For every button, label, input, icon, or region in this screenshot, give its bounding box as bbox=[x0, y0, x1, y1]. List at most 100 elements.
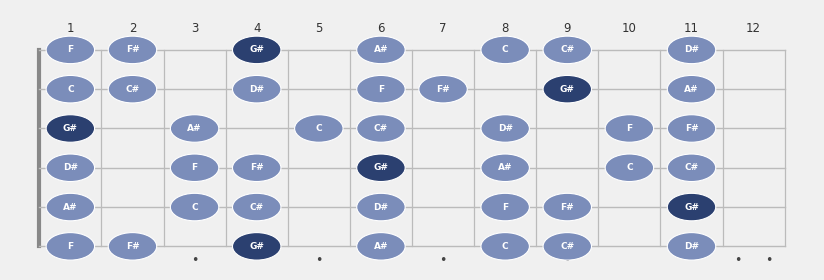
Ellipse shape bbox=[108, 36, 157, 64]
Text: D#: D# bbox=[684, 45, 699, 54]
Text: 7: 7 bbox=[439, 22, 447, 35]
Ellipse shape bbox=[46, 75, 95, 103]
Text: G#: G# bbox=[63, 124, 77, 133]
Ellipse shape bbox=[108, 75, 157, 103]
Ellipse shape bbox=[357, 115, 405, 142]
Text: D#: D# bbox=[684, 242, 699, 251]
Text: A#: A# bbox=[374, 45, 388, 54]
Text: 10: 10 bbox=[622, 22, 637, 35]
Ellipse shape bbox=[46, 154, 95, 181]
Ellipse shape bbox=[46, 193, 95, 221]
Text: C#: C# bbox=[560, 242, 574, 251]
Ellipse shape bbox=[419, 75, 467, 103]
Text: C#: C# bbox=[685, 163, 699, 172]
Ellipse shape bbox=[357, 75, 405, 103]
Ellipse shape bbox=[667, 115, 716, 142]
Text: C: C bbox=[502, 242, 508, 251]
Text: D#: D# bbox=[63, 163, 77, 172]
Ellipse shape bbox=[481, 233, 529, 260]
Ellipse shape bbox=[605, 154, 653, 181]
Text: F: F bbox=[502, 202, 508, 212]
Ellipse shape bbox=[481, 193, 529, 221]
Text: A#: A# bbox=[187, 124, 202, 133]
Text: C#: C# bbox=[125, 85, 139, 94]
Ellipse shape bbox=[667, 75, 716, 103]
Ellipse shape bbox=[46, 36, 95, 64]
Text: G#: G# bbox=[250, 242, 265, 251]
Text: 9: 9 bbox=[564, 22, 571, 35]
Text: C#: C# bbox=[250, 202, 264, 212]
Ellipse shape bbox=[543, 233, 592, 260]
Text: D#: D# bbox=[498, 124, 513, 133]
Ellipse shape bbox=[232, 75, 281, 103]
Text: F: F bbox=[626, 124, 633, 133]
Text: 3: 3 bbox=[191, 22, 199, 35]
Text: F: F bbox=[68, 242, 73, 251]
Text: A#: A# bbox=[63, 202, 77, 212]
Text: •: • bbox=[564, 254, 571, 267]
Text: C: C bbox=[316, 124, 322, 133]
Ellipse shape bbox=[171, 154, 219, 181]
Text: F#: F# bbox=[560, 202, 574, 212]
Ellipse shape bbox=[232, 193, 281, 221]
Text: •: • bbox=[191, 254, 199, 267]
Text: C: C bbox=[67, 85, 73, 94]
Text: 1: 1 bbox=[67, 22, 74, 35]
Ellipse shape bbox=[543, 36, 592, 64]
Text: G#: G# bbox=[559, 85, 574, 94]
Ellipse shape bbox=[543, 193, 592, 221]
Ellipse shape bbox=[481, 115, 529, 142]
Ellipse shape bbox=[605, 115, 653, 142]
Ellipse shape bbox=[481, 36, 529, 64]
Text: D#: D# bbox=[373, 202, 388, 212]
Ellipse shape bbox=[108, 233, 157, 260]
Text: C: C bbox=[626, 163, 633, 172]
Text: •: • bbox=[439, 254, 447, 267]
Ellipse shape bbox=[481, 154, 529, 181]
Ellipse shape bbox=[46, 115, 95, 142]
Text: 2: 2 bbox=[129, 22, 136, 35]
Ellipse shape bbox=[357, 154, 405, 181]
Text: G#: G# bbox=[373, 163, 388, 172]
Text: 4: 4 bbox=[253, 22, 260, 35]
Text: F#: F# bbox=[250, 163, 264, 172]
Text: 6: 6 bbox=[377, 22, 385, 35]
Text: F: F bbox=[378, 85, 384, 94]
Ellipse shape bbox=[357, 233, 405, 260]
Text: 11: 11 bbox=[684, 22, 699, 35]
Text: •: • bbox=[315, 254, 322, 267]
Ellipse shape bbox=[667, 36, 716, 64]
Text: F#: F# bbox=[685, 124, 698, 133]
Text: F#: F# bbox=[436, 85, 450, 94]
Ellipse shape bbox=[46, 233, 95, 260]
Ellipse shape bbox=[667, 233, 716, 260]
Text: 5: 5 bbox=[315, 22, 322, 35]
Ellipse shape bbox=[171, 115, 219, 142]
Text: A#: A# bbox=[498, 163, 513, 172]
Text: F: F bbox=[191, 163, 198, 172]
Text: A#: A# bbox=[374, 242, 388, 251]
Text: G#: G# bbox=[684, 202, 699, 212]
Text: •: • bbox=[734, 254, 742, 267]
Text: 8: 8 bbox=[502, 22, 509, 35]
Ellipse shape bbox=[232, 36, 281, 64]
Text: C#: C# bbox=[374, 124, 388, 133]
Text: C#: C# bbox=[560, 45, 574, 54]
Text: F#: F# bbox=[126, 242, 139, 251]
Ellipse shape bbox=[171, 193, 219, 221]
Ellipse shape bbox=[357, 36, 405, 64]
Ellipse shape bbox=[543, 75, 592, 103]
Ellipse shape bbox=[232, 154, 281, 181]
Ellipse shape bbox=[232, 233, 281, 260]
Text: C: C bbox=[191, 202, 198, 212]
Text: •: • bbox=[765, 254, 773, 267]
Ellipse shape bbox=[357, 193, 405, 221]
Ellipse shape bbox=[667, 154, 716, 181]
Text: F: F bbox=[68, 45, 73, 54]
Text: G#: G# bbox=[250, 45, 265, 54]
Text: C: C bbox=[502, 45, 508, 54]
Text: 12: 12 bbox=[747, 22, 761, 35]
Text: F#: F# bbox=[126, 45, 139, 54]
Text: D#: D# bbox=[249, 85, 265, 94]
Ellipse shape bbox=[667, 193, 716, 221]
